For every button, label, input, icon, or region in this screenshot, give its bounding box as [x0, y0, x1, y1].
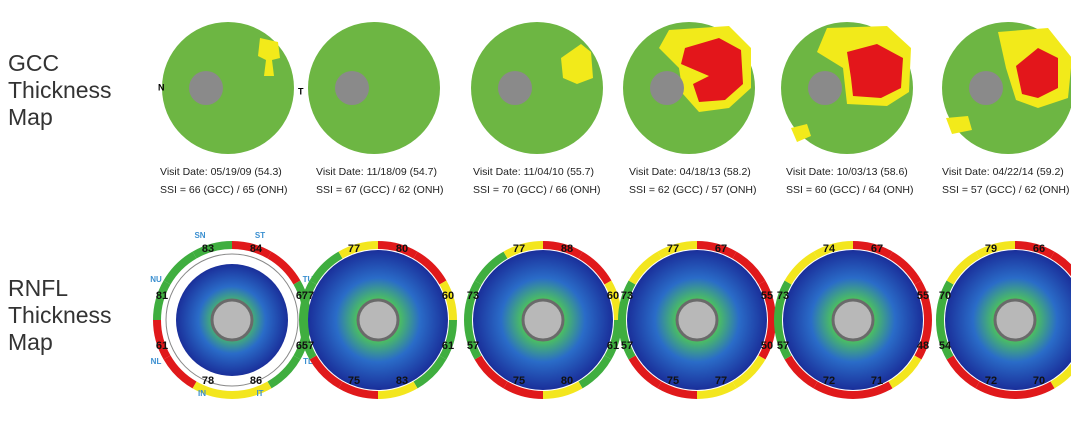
sector-value: 77 [715, 375, 727, 387]
sector-value: 67 [715, 243, 727, 255]
sector-label: NU [150, 275, 162, 284]
sector-value: 75 [667, 375, 679, 387]
sector-value: 83 [202, 243, 214, 255]
visit-date: Visit Date: 10/03/13 (58.6) [786, 166, 908, 178]
optic-disc [677, 300, 717, 340]
ssi: SSI = 70 (GCC) / 66 (ONH) [473, 184, 601, 196]
sector-value: 57 [777, 340, 789, 352]
optic-disc [808, 71, 842, 105]
optic-disc [358, 300, 398, 340]
rnfl-map: 77 80 77 60 57 61 75 83 [302, 243, 454, 395]
ssi: SSI = 67 (GCC) / 62 (ONH) [316, 184, 444, 196]
sector-value: 57 [467, 340, 479, 352]
sector-value: 77 [667, 243, 679, 255]
sector-value: 57 [621, 340, 633, 352]
sector-value: 50 [761, 340, 773, 352]
sector-value: 61 [607, 340, 619, 352]
sector-value: 71 [871, 375, 883, 387]
gcc-map [471, 22, 603, 154]
sector-value: 77 [302, 290, 314, 302]
ssi: SSI = 66 (GCC) / 65 (ONH) [160, 184, 288, 196]
ssi: SSI = 62 (GCC) / 57 (ONH) [629, 184, 757, 196]
sector-value: 80 [561, 375, 573, 387]
sector-value: 81 [156, 290, 168, 302]
orientation-label: N [158, 82, 165, 92]
optic-disc [212, 300, 252, 340]
rnfl-map: 77 67 73 55 57 50 75 77 [621, 243, 773, 395]
ssi: SSI = 57 (GCC) / 62 (ONH) [942, 184, 1070, 196]
rnfl-map: 8384816561607886SNSTTUNUTLNLINIT [150, 231, 313, 398]
optic-disc [335, 71, 369, 105]
optic-disc [650, 71, 684, 105]
optic-disc [498, 71, 532, 105]
sector-value: 60 [607, 290, 619, 302]
maps: NTVisit Date: 05/19/09 (54.3)SSI = 66 (G… [0, 0, 1071, 422]
sector-label: IT [256, 389, 263, 398]
sector-value: 57 [302, 340, 314, 352]
sector-value: 55 [917, 290, 929, 302]
sector-value: 72 [823, 375, 835, 387]
gcc-map [623, 22, 755, 154]
visit-date: Visit Date: 11/04/10 (55.7) [473, 166, 594, 178]
figure: GCC Thickness Map RNFL Thickness Map NTV… [0, 0, 1071, 422]
sector-value: 60 [442, 290, 454, 302]
gcc-map: NT [158, 22, 304, 154]
visit-date: Visit Date: 04/18/13 (58.2) [629, 166, 751, 178]
optic-disc [523, 300, 563, 340]
retina [471, 22, 603, 154]
sector-value: 70 [939, 290, 951, 302]
sector-value: 79 [985, 243, 997, 255]
sector-value: 72 [985, 375, 997, 387]
orientation-label: T [298, 86, 304, 96]
sector-value: 86 [250, 375, 262, 387]
sector-value: 73 [467, 290, 479, 302]
sector-value: 55 [761, 290, 773, 302]
sector-value: 83 [396, 375, 408, 387]
sector-value: 75 [348, 375, 360, 387]
sector-value: 88 [561, 243, 573, 255]
sector-label: ST [255, 231, 265, 240]
sector-value: 66 [1033, 243, 1045, 255]
sector-value: 74 [823, 243, 836, 255]
visit-date: Visit Date: 11/18/09 (54.7) [316, 166, 437, 178]
visit-date: Visit Date: 04/22/14 (59.2) [942, 166, 1064, 178]
sector-label: SN [194, 231, 205, 240]
sector-value: 77 [348, 243, 360, 255]
sector-value: 84 [250, 243, 263, 255]
sector-value: 75 [513, 375, 525, 387]
optic-disc [969, 71, 1003, 105]
gcc-map [308, 22, 440, 154]
sector-value: 73 [621, 290, 633, 302]
sector-value: 80 [396, 243, 408, 255]
sector-value: 67 [871, 243, 883, 255]
sector-value: 73 [777, 290, 789, 302]
sector-label: NL [151, 357, 162, 366]
ssi: SSI = 60 (GCC) / 64 (ONH) [786, 184, 914, 196]
optic-disc [189, 71, 223, 105]
retina [308, 22, 440, 154]
optic-disc [995, 300, 1035, 340]
visit-date: Visit Date: 05/19/09 (54.3) [160, 166, 282, 178]
sector-value: 61 [156, 340, 168, 352]
optic-disc [833, 300, 873, 340]
sector-value: 77 [513, 243, 525, 255]
rnfl-map: 77 88 73 60 57 61 75 80 [467, 243, 619, 395]
sector-value: 78 [202, 375, 214, 387]
sector-value: 48 [917, 340, 929, 352]
rnfl-map: 79 66 70 54 72 70 [939, 243, 1071, 395]
gcc-map [781, 22, 913, 154]
rnfl-map: 74 67 73 55 57 48 72 71 [777, 243, 929, 395]
sector-value: 54 [939, 340, 952, 352]
sector-value: 61 [442, 340, 454, 352]
sector-value: 70 [1033, 375, 1045, 387]
gcc-map [942, 22, 1071, 154]
sector-label: IN [198, 389, 206, 398]
